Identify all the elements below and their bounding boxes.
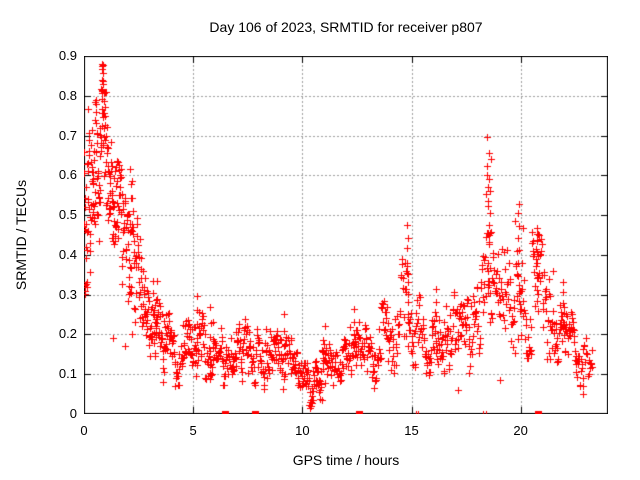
y-tick-label: 0.7 — [58, 127, 77, 143]
y-tick-label: 0.6 — [58, 167, 77, 183]
y-tick-label: 0.2 — [58, 326, 77, 342]
y-tick-label: 0.5 — [58, 207, 77, 223]
plot-canvas — [84, 56, 608, 414]
y-tick-label: 0.9 — [58, 48, 77, 63]
x-tick-label: 0 — [80, 423, 88, 438]
x-tick-label: 20 — [513, 423, 528, 438]
x-tick-label: 15 — [404, 423, 419, 438]
y-tick-label: 0.3 — [58, 286, 77, 302]
y-tick-label: 0.8 — [58, 87, 77, 103]
x-tick-label: 10 — [295, 423, 310, 438]
y-tick-label: 0 — [69, 406, 77, 421]
chart-title: Day 106 of 2023, SRMTID for receiver p80… — [209, 19, 483, 35]
y-tick-label: 0.1 — [58, 366, 77, 382]
x-axis-title: GPS time / hours — [292, 452, 400, 468]
y-tick-label: 0.4 — [58, 246, 77, 262]
x-tick-label: 5 — [189, 423, 197, 438]
